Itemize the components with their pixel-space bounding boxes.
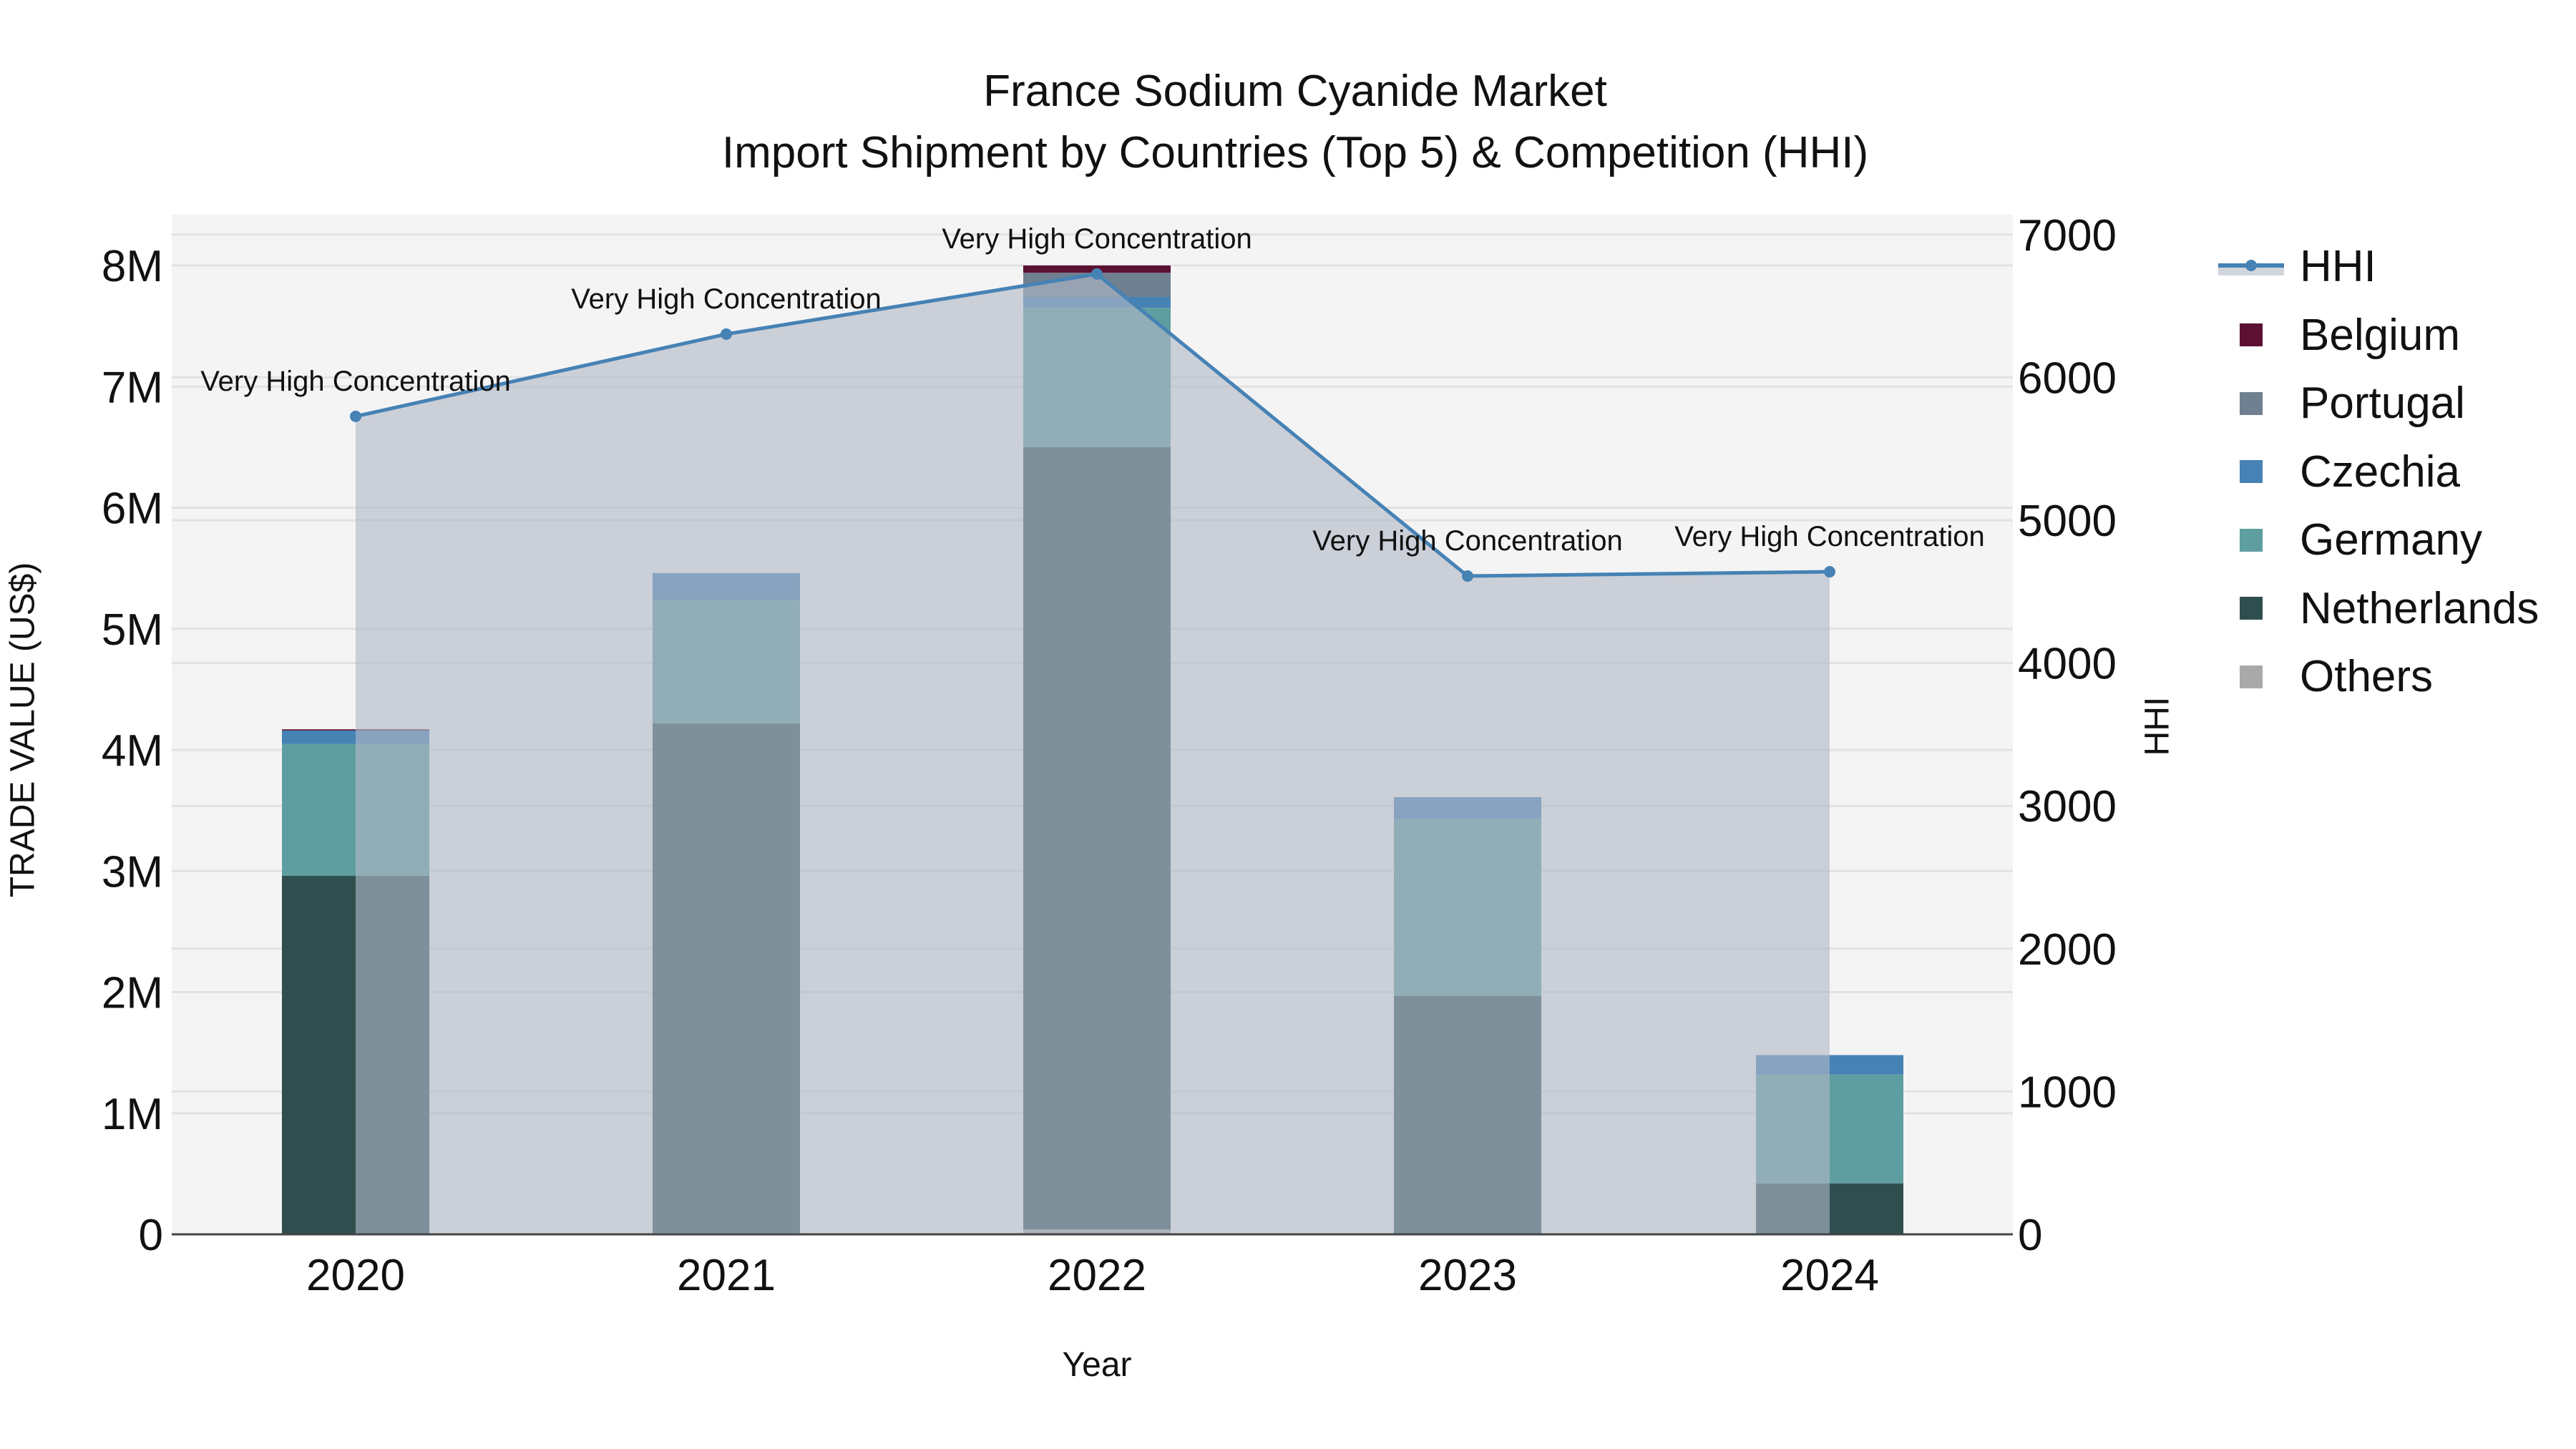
hhi-area-fill: [356, 273, 1830, 1234]
square-swatch-icon: [2240, 391, 2263, 415]
y-right-tick-label: 6000: [2018, 353, 2117, 403]
hhi-annotation: Very High Concentration: [942, 223, 1252, 255]
y-axis-left-ticks: 0 1M 2M 3M 4M 5M 6M 7M 8M: [102, 242, 163, 1260]
x-axis-ticks: 2020 2021 2022 2023 2024: [306, 1251, 1879, 1300]
y-left-tick-label: 6M: [102, 484, 163, 534]
x-tick-label: 2022: [1048, 1251, 1146, 1300]
legend-label: Belgium: [2300, 310, 2460, 360]
legend-label: Czechia: [2300, 447, 2460, 497]
legend-label: Others: [2300, 652, 2434, 702]
hhi-annotation: Very High Concentration: [200, 366, 511, 397]
legend-item-netherlands[interactable]: Netherlands: [2218, 575, 2539, 643]
y-right-tick-label: 1000: [2018, 1068, 2117, 1117]
y-left-tick-label: 0: [139, 1211, 163, 1260]
square-swatch-icon: [2240, 528, 2263, 552]
hhi-point-2020[interactable]: [350, 410, 361, 422]
x-axis-title: Year: [1062, 1346, 1132, 1384]
y-left-tick-label: 4M: [102, 726, 163, 776]
legend-item-belgium[interactable]: Belgium: [2218, 301, 2539, 370]
line-marker-icon: [2218, 253, 2284, 281]
hhi-annotation: Very High Concentration: [571, 283, 882, 315]
x-tick-label: 2024: [1780, 1251, 1879, 1300]
x-tick-label: 2023: [1418, 1251, 1517, 1300]
square-swatch-icon: [2240, 665, 2263, 688]
hhi-markers: [350, 268, 1835, 582]
hhi-point-2024[interactable]: [1824, 566, 1835, 578]
hhi-point-2023[interactable]: [1462, 570, 1473, 582]
legend-item-germany[interactable]: Germany: [2218, 506, 2539, 575]
y-left-tick-label: 2M: [102, 969, 163, 1018]
legend: HHI Belgium Portugal Czechia Germany Net…: [2218, 233, 2539, 711]
hhi-point-2021[interactable]: [721, 328, 732, 340]
square-swatch-icon: [2240, 323, 2263, 347]
y-right-tick-label: 4000: [2018, 640, 2117, 689]
y-left-tick-label: 3M: [102, 847, 163, 897]
y-left-tick-label: 8M: [102, 242, 163, 291]
y-left-tick-label: 5M: [102, 605, 163, 655]
x-tick-label: 2020: [306, 1251, 405, 1300]
square-swatch-icon: [2240, 460, 2263, 484]
y-left-tick-label: 1M: [102, 1090, 163, 1139]
legend-label: HHI: [2300, 242, 2376, 292]
y-axis-right-ticks: 0 1000 2000 3000 4000 5000 6000 7000: [2018, 211, 2117, 1260]
chart-title: France Sodium Cyanide Market: [983, 67, 1607, 116]
y-right-tick-label: 3000: [2018, 782, 2117, 831]
legend-label: Portugal: [2300, 379, 2465, 429]
chart-subtitle: Import Shipment by Countries (Top 5) & C…: [721, 128, 1869, 177]
y-axis-left-title: TRADE VALUE (US$): [4, 562, 42, 898]
y-right-tick-label: 7000: [2018, 211, 2117, 260]
legend-item-czechia[interactable]: Czechia: [2218, 438, 2539, 507]
legend-item-hhi[interactable]: HHI: [2218, 233, 2539, 301]
y-left-tick-label: 7M: [102, 363, 163, 412]
legend-label: Germany: [2300, 515, 2482, 565]
hhi-point-2022[interactable]: [1091, 268, 1103, 280]
legend-label: Netherlands: [2300, 583, 2540, 633]
y-right-tick-label: 2000: [2018, 925, 2117, 975]
hhi-annotation: Very High Concentration: [1674, 521, 1985, 552]
x-tick-label: 2021: [677, 1251, 776, 1300]
y-right-tick-label: 0: [2018, 1211, 2042, 1260]
legend-item-portugal[interactable]: Portugal: [2218, 369, 2539, 438]
legend-item-others[interactable]: Others: [2218, 643, 2539, 711]
hhi-annotations: Very High Concentration Very High Concent…: [200, 223, 1985, 557]
square-swatch-icon: [2240, 597, 2263, 620]
hhi-annotation: Very High Concentration: [1312, 525, 1623, 557]
y-right-tick-label: 5000: [2018, 497, 2117, 546]
y-axis-right-title: HHI: [2138, 696, 2177, 756]
